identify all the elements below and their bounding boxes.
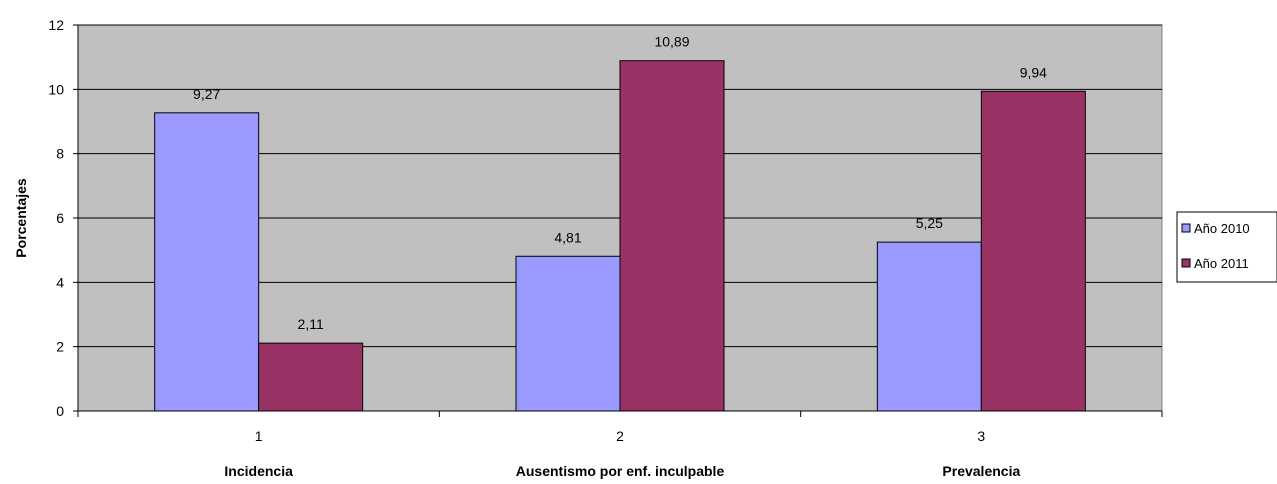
bar-2010-3 <box>876 241 982 412</box>
y-tick-label: 10 <box>48 81 64 97</box>
y-tick-label: 2 <box>56 339 64 355</box>
data-label: 4,81 <box>554 229 581 245</box>
bar-2010-2 <box>515 255 621 412</box>
category-sublabel: Prevalencia <box>942 463 1020 479</box>
legend-swatch-2010 <box>1181 223 1191 233</box>
y-tick-label: 8 <box>56 146 64 162</box>
y-axis-label: Porcentajes <box>13 178 29 258</box>
legend-swatch-2011 <box>1181 258 1191 268</box>
bar-2011-3 <box>980 90 1086 412</box>
y-tick-labels: 0 2 4 6 8 10 12 <box>48 17 64 419</box>
bars <box>154 60 1086 412</box>
data-label: 9,94 <box>1020 64 1047 80</box>
x-tick-label: 1 <box>255 428 263 444</box>
x-tick-labels: 1 2 3 <box>255 428 986 444</box>
y-tick-label: 4 <box>56 274 64 290</box>
legend: Año 2010 Año 2011 <box>1176 211 1277 283</box>
x-tick-label: 2 <box>616 428 624 444</box>
axes <box>73 24 1163 417</box>
bar-2011-1 <box>258 342 364 412</box>
legend-label-2010: Año 2010 <box>1194 221 1250 236</box>
x-tick-label: 3 <box>977 428 985 444</box>
data-labels: 9,27 4,81 5,25 2,11 10,89 9,94 <box>193 34 1047 332</box>
data-label: 9,27 <box>193 86 220 102</box>
data-label: 5,25 <box>916 215 943 231</box>
data-label: 2,11 <box>298 316 324 332</box>
y-tick-label: 0 <box>56 403 64 419</box>
bar-2010-1 <box>154 112 260 412</box>
category-sublabel: Ausentismo por enf. inculpable <box>516 463 725 479</box>
category-sublabel: Incidencia <box>224 463 293 479</box>
data-label: 10,89 <box>654 34 689 50</box>
y-tick-label: 12 <box>48 17 64 33</box>
y-tick-label: 6 <box>56 210 64 226</box>
legend-label-2011: Año 2011 <box>1194 256 1249 271</box>
category-sublabels: Incidencia Ausentismo por enf. inculpable… <box>224 463 1020 479</box>
bar-2011-2 <box>619 60 725 412</box>
legend-box <box>1176 211 1277 283</box>
